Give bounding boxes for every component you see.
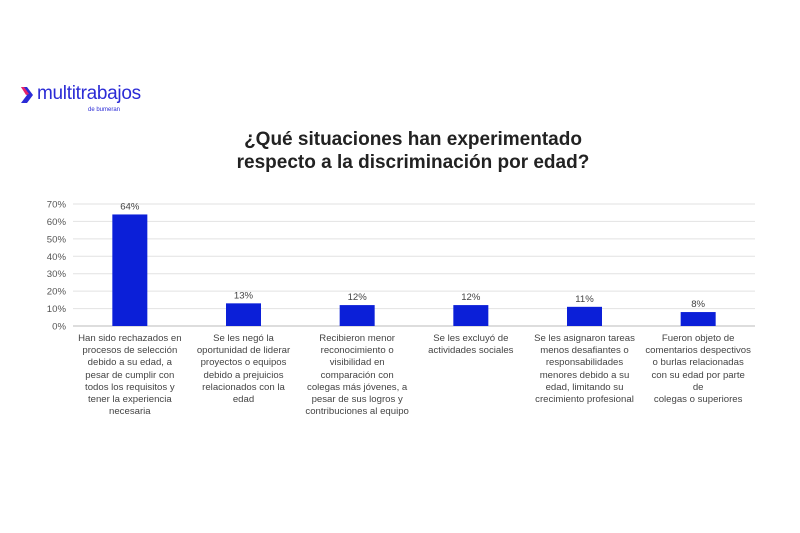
title-line: respecto a la discriminación por edad? [236, 152, 590, 173]
y-tick-label: 20% [47, 287, 67, 298]
logo-name: multitrabajos [37, 83, 141, 104]
x-tick-label-line: Se les negó la [213, 333, 274, 344]
x-tick-label-line: comparación con [320, 369, 394, 381]
y-tick-label: 40% [47, 252, 67, 263]
logo-sub: de bumeran [88, 107, 121, 113]
bar [112, 214, 148, 326]
x-tick-label-line: visibilidad en [329, 357, 385, 369]
x-tick-label-line: debido a su edad, a [87, 357, 172, 369]
x-tick-label-line: colegas más jóvenes, a [307, 381, 408, 393]
x-tick-label-line: o burlas relacionadas [652, 357, 744, 369]
bar [680, 312, 716, 326]
x-tick-label-line: proyectos o equipos [200, 357, 287, 369]
x-tick-label-line: crecimiento profesional [535, 394, 634, 406]
x-tick-label-line: contribuciones al equipo [305, 406, 409, 418]
data-label: 8% [691, 299, 705, 310]
x-tick-label-line: Recibieron menor [319, 333, 396, 344]
x-tick-label: Se les asignaron tareas menos desafiantes… [532, 333, 638, 406]
y-tick-label: 70% [47, 200, 67, 211]
x-tick-label-line: pesar de sus logros y [311, 394, 403, 406]
x-tick-label-line: debido a prejuicios [203, 369, 284, 381]
x-tick-label-line: reconocimiento o [320, 345, 394, 357]
x-tick-label-line: Fueron objeto de [661, 333, 735, 344]
x-tick-label-line: Se les asignaron tareas [534, 333, 635, 344]
x-tick-label-line: colegas o superiores [653, 394, 743, 406]
y-tick-label: 50% [47, 234, 67, 245]
x-tick-label-line: tener la experiencia [87, 394, 172, 406]
x-tick-label-line: Han sido rechazados en [78, 333, 182, 344]
x-tick-label-line: actividades sociales [428, 345, 514, 357]
x-tick-label-line: menos desafiantes o [540, 345, 629, 357]
x-tick-label-line: responsabilidades [545, 357, 624, 369]
x-tick-label-line: todos los requisitos y [85, 381, 175, 393]
logo-chevron-icon [21, 87, 33, 103]
data-label: 11% [575, 294, 594, 305]
x-tick-label: Se les excluyó de actividades sociales [418, 333, 524, 357]
y-tick-label: 30% [47, 269, 67, 280]
data-label: 13% [234, 290, 254, 301]
x-tick-label-line: pesar de cumplir con [85, 369, 175, 381]
x-tick-label-line: procesos de selección [82, 345, 178, 357]
x-tick-label-line: comentarios despectivos [645, 345, 751, 357]
chart-title: ¿Qué situaciones han experimentado respe… [0, 128, 800, 174]
x-tick-label-line: relacionados con la edad [202, 381, 285, 406]
data-label: 64% [120, 201, 140, 212]
x-tick-label-line: menores debido a su [539, 369, 630, 381]
x-tick-label: Fueron objeto de comentarios despectivos o… [645, 333, 751, 406]
x-tick-label-line: necesaria [109, 406, 151, 418]
x-tick-label-line: Se les excluyó de [433, 333, 509, 344]
x-tick-label-line: oportunidad de liderar [196, 345, 291, 357]
bar [226, 303, 261, 326]
y-tick-label: 10% [47, 304, 67, 315]
title-line: ¿Qué situaciones han experimentado [244, 129, 582, 150]
logo: multitrabajos de bumeran [20, 83, 141, 113]
data-label: 12% [461, 292, 481, 303]
bar [567, 306, 602, 326]
x-tick-label-line: con su edad por parte de [651, 369, 745, 393]
y-tick-label: 0% [52, 322, 66, 333]
x-tick-label: Han sido rechazados en procesos de selecc… [77, 333, 183, 418]
x-tick-label-line: edad, limitando su [545, 381, 624, 393]
y-tick-label: 60% [47, 217, 67, 228]
x-tick-label: Recibieron menor reconocimiento o visibili… [304, 333, 410, 418]
x-tick-label: Se les negó la oportunidad de liderar proy… [191, 333, 297, 406]
bar [339, 305, 375, 326]
bar [453, 305, 489, 326]
data-label: 12% [348, 292, 368, 303]
